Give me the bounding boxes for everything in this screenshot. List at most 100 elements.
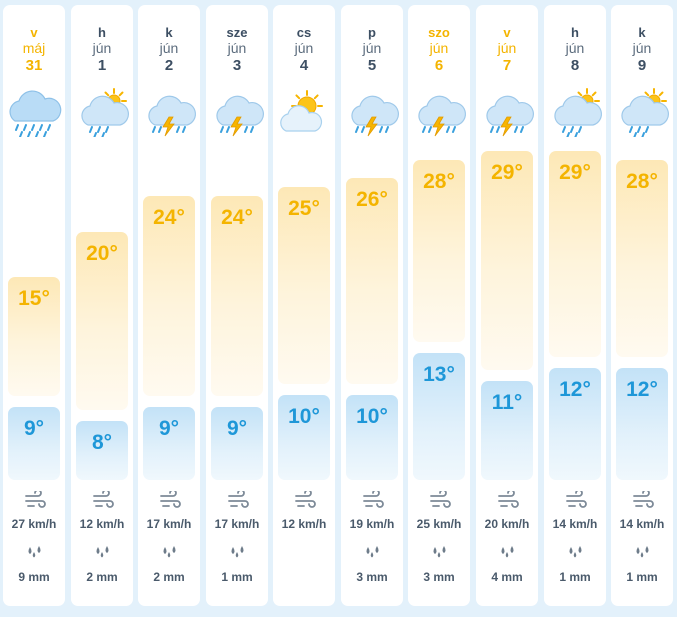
low-temp-value: 9° (226, 417, 248, 440)
high-temp-bar: 24° (211, 196, 263, 396)
wind-icon (565, 489, 587, 509)
day-number: 9 (637, 57, 647, 74)
wind-icon (497, 489, 519, 509)
high-temp-bar: 25° (278, 187, 330, 384)
low-temp-bar: 10° (278, 395, 330, 480)
wind-speed: 14 km/h (619, 517, 665, 531)
day-column[interactable]: v jún 7 29° 11° 20 km/h 4 mm (476, 5, 538, 606)
high-temp-value: 28° (423, 170, 455, 193)
wind-speed: 17 km/h (214, 517, 260, 531)
high-temp-value: 26° (356, 188, 388, 211)
high-temp-value: 15° (18, 287, 50, 310)
day-column[interactable]: k jún 9 28° 12° 14 km/h 1 mm (611, 5, 673, 606)
high-temp-bar: 26° (346, 178, 398, 384)
low-temp-bar: 13° (413, 353, 465, 480)
wind-speed: 19 km/h (349, 517, 395, 531)
day-of-week: cs (296, 25, 312, 40)
wind-icon (632, 489, 654, 509)
day-column[interactable]: p jún 5 26° 10° 19 km/h 3 mm (341, 5, 403, 606)
precipitation-amount: 9 mm (18, 570, 50, 584)
forecast-strip: v máj 31 15° 9° 27 km/h 9 mm h jún 1 20°… (3, 5, 674, 606)
sun-cloud-rain-icon (547, 87, 603, 137)
precipitation-amount: 2 mm (153, 570, 185, 584)
day-of-week: k (165, 25, 173, 40)
high-temp-value: 29° (559, 161, 591, 184)
wind-speed: 17 km/h (146, 517, 192, 531)
day-column[interactable]: v máj 31 15° 9° 27 km/h 9 mm (3, 5, 65, 606)
high-temp-bar: 29° (481, 151, 533, 370)
low-temp-value: 10° (356, 405, 388, 428)
low-temp-bar: 11° (481, 381, 533, 480)
day-number: 3 (232, 57, 242, 74)
day-column[interactable]: szo jún 6 28° 13° 25 km/h 3 mm (408, 5, 470, 606)
thunderstorm-cloud-icon (411, 87, 467, 137)
wind-speed: 25 km/h (416, 517, 462, 531)
precipitation-amount: 1 mm (559, 570, 591, 584)
low-temp-bar: 8° (76, 421, 128, 480)
month-label: jún (497, 40, 517, 56)
thunderstorm-cloud-icon (141, 87, 197, 137)
month-label: jún (429, 40, 449, 56)
day-number: 5 (367, 57, 377, 74)
thunderstorm-cloud-icon (209, 87, 265, 137)
precipitation-amount: 1 mm (626, 570, 658, 584)
rain-drops-icon (566, 545, 586, 559)
high-temp-bar: 20° (76, 232, 128, 410)
high-temp-bar: 15° (8, 277, 60, 396)
high-temp-value: 25° (288, 197, 320, 220)
sun-cloud-rain-icon (614, 87, 670, 137)
wind-icon (294, 489, 316, 509)
day-number: 31 (25, 57, 43, 74)
low-temp-value: 9° (23, 417, 45, 440)
day-column[interactable]: h jún 1 20° 8° 12 km/h 2 mm (71, 5, 133, 606)
low-temp-value: 11° (491, 391, 523, 414)
month-label: jún (362, 40, 382, 56)
day-of-week: h (571, 25, 579, 40)
day-of-week: h (98, 25, 106, 40)
low-temp-value: 12° (626, 378, 658, 401)
wind-speed: 20 km/h (484, 517, 530, 531)
day-column[interactable]: k jún 2 24° 9° 17 km/h 2 mm (138, 5, 200, 606)
wind-icon (159, 489, 181, 509)
precipitation-amount: 1 mm (221, 570, 253, 584)
thunderstorm-cloud-icon (479, 87, 535, 137)
rain-drops-icon (160, 545, 180, 559)
month-label: jún (92, 40, 112, 56)
low-temp-bar: 9° (143, 407, 195, 480)
wind-icon (227, 489, 249, 509)
sun-behind-cloud-icon (276, 87, 332, 137)
wind-speed: 12 km/h (79, 517, 125, 531)
wind-icon (24, 489, 46, 509)
low-temp-value: 9° (158, 417, 180, 440)
day-of-week: szo (428, 25, 450, 40)
day-number: 8 (570, 57, 580, 74)
sun-cloud-rain-icon (74, 87, 130, 137)
rain-drops-icon (498, 545, 518, 559)
low-temp-bar: 9° (211, 407, 263, 480)
day-number: 1 (97, 57, 107, 74)
precipitation-amount: 3 mm (356, 570, 388, 584)
wind-icon (429, 489, 451, 509)
wind-speed: 27 km/h (11, 517, 57, 531)
month-label: jún (159, 40, 179, 56)
wind-speed: 12 km/h (281, 517, 327, 531)
high-temp-value: 28° (626, 170, 658, 193)
low-temp-value: 10° (288, 405, 320, 428)
month-label: jún (227, 40, 247, 56)
day-column[interactable]: h jún 8 29° 12° 14 km/h 1 mm (544, 5, 606, 606)
low-temp-value: 8° (91, 431, 113, 454)
low-temp-value: 12° (559, 378, 591, 401)
day-number: 7 (502, 57, 512, 74)
day-column[interactable]: sze jún 3 24° 9° 17 km/h 1 mm (206, 5, 268, 606)
day-column[interactable]: cs jún 4 25° 10° 12 km/h (273, 5, 335, 606)
day-number: 2 (164, 57, 174, 74)
precipitation-amount: 3 mm (423, 570, 455, 584)
low-temp-value: 13° (423, 363, 455, 386)
day-of-week: v (503, 25, 511, 40)
high-temp-bar: 29° (549, 151, 601, 357)
month-label: jún (632, 40, 652, 56)
day-number: 6 (434, 57, 444, 74)
day-of-week: p (368, 25, 376, 40)
day-number: 4 (299, 57, 309, 74)
day-of-week: v (30, 25, 38, 40)
